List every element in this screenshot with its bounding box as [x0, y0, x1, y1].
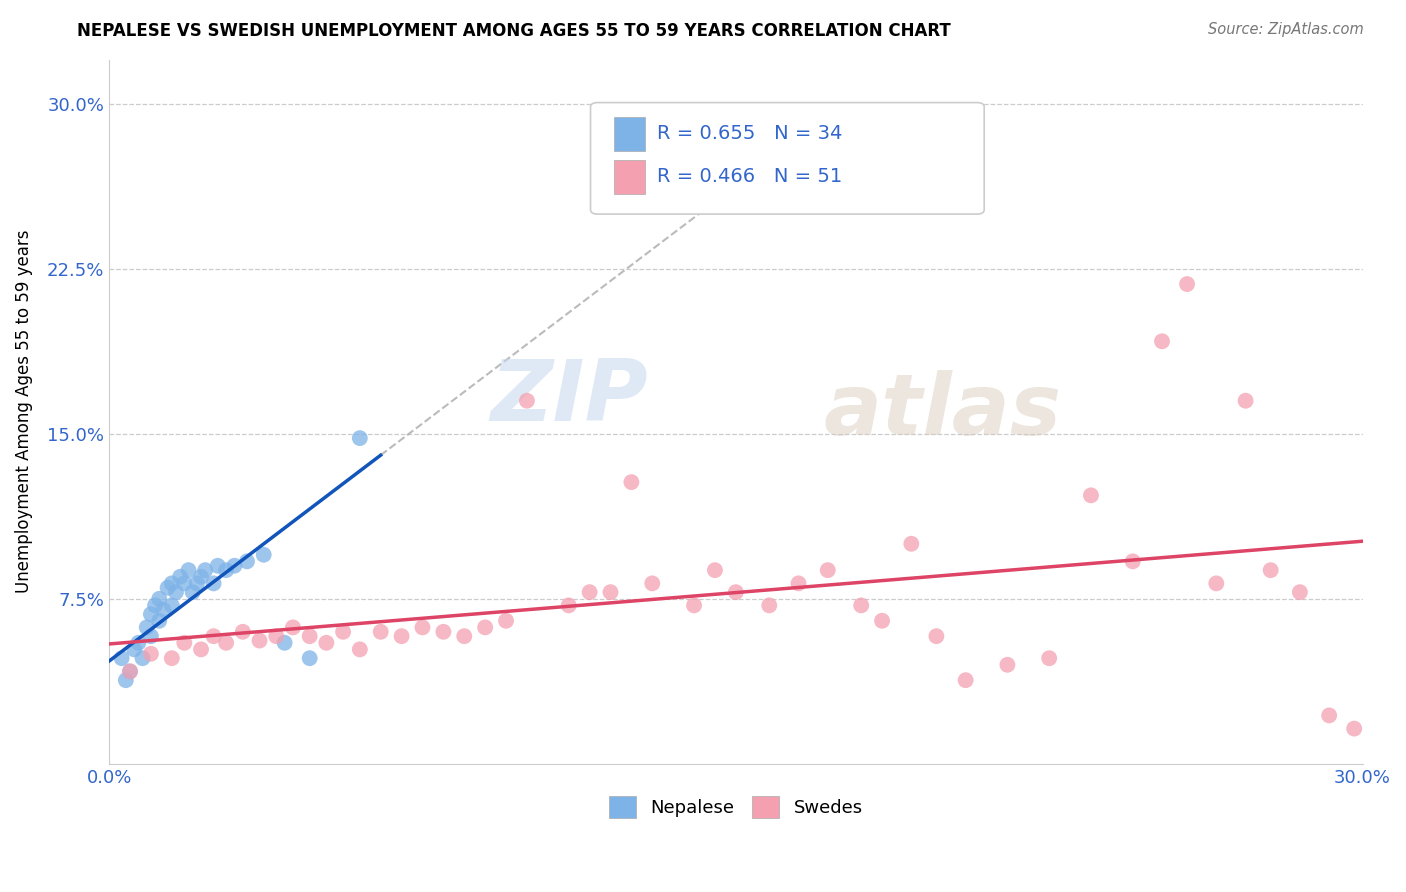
Point [139, 629, 162, 643]
Point [122, 642, 145, 657]
Point [127, 636, 149, 650]
Point [139, 647, 162, 661]
Point [453, 629, 475, 643]
Point [202, 576, 225, 591]
Text: ZIP: ZIP [491, 356, 648, 439]
Point [190, 570, 212, 584]
Point [253, 548, 276, 562]
Point [851, 599, 873, 613]
Point [349, 431, 371, 445]
Point [1234, 393, 1257, 408]
Point [1260, 563, 1282, 577]
Point [411, 620, 433, 634]
Point [432, 624, 454, 639]
Point [1122, 554, 1144, 568]
Point [495, 614, 517, 628]
Point [620, 475, 643, 490]
Point [332, 624, 354, 639]
Point [578, 585, 600, 599]
Point [181, 585, 204, 599]
Point [870, 614, 893, 628]
Point [955, 673, 977, 688]
Point [194, 563, 217, 577]
Point [139, 607, 162, 622]
Text: Source: ZipAtlas.com: Source: ZipAtlas.com [1208, 22, 1364, 37]
Point [186, 576, 208, 591]
Point [298, 629, 321, 643]
Point [1205, 576, 1227, 591]
Point [724, 585, 747, 599]
Point [641, 576, 664, 591]
Point [224, 558, 246, 573]
Point [349, 642, 371, 657]
Y-axis label: Unemployment Among Ages 55 to 59 years: Unemployment Among Ages 55 to 59 years [15, 230, 32, 593]
Point [281, 620, 304, 634]
Point [1317, 708, 1340, 723]
Point [207, 558, 229, 573]
Point [202, 629, 225, 643]
Point [787, 576, 810, 591]
Point [118, 665, 141, 679]
Point [298, 651, 321, 665]
Point [160, 651, 183, 665]
Point [1150, 334, 1173, 349]
Point [190, 642, 212, 657]
Point [135, 620, 157, 634]
Point [152, 603, 174, 617]
Point [315, 636, 337, 650]
Point [143, 599, 166, 613]
Text: R = 0.655   N = 34: R = 0.655 N = 34 [657, 124, 842, 144]
Point [925, 629, 948, 643]
Point [148, 614, 170, 628]
Point [1289, 585, 1312, 599]
Point [131, 651, 153, 665]
Point [169, 570, 191, 584]
Point [1175, 277, 1198, 291]
Point [1038, 651, 1060, 665]
Point [1080, 488, 1102, 502]
Text: atlas: atlas [824, 370, 1062, 453]
Point [115, 673, 138, 688]
Point [370, 624, 392, 639]
Point [997, 657, 1019, 672]
Point [1343, 722, 1365, 736]
Point [599, 585, 621, 599]
Point [156, 581, 179, 595]
Text: NEPALESE VS SWEDISH UNEMPLOYMENT AMONG AGES 55 TO 59 YEARS CORRELATION CHART: NEPALESE VS SWEDISH UNEMPLOYMENT AMONG A… [77, 22, 950, 40]
Point [236, 554, 259, 568]
Point [111, 651, 134, 665]
Point [683, 599, 706, 613]
Point [557, 599, 579, 613]
Point [177, 563, 200, 577]
Point [900, 537, 922, 551]
Point [474, 620, 496, 634]
Point [704, 563, 727, 577]
Point [160, 576, 183, 591]
Point [758, 599, 780, 613]
Point [173, 636, 195, 650]
Point [232, 624, 254, 639]
Point [160, 599, 183, 613]
Point [273, 636, 295, 650]
Text: R = 0.466   N = 51: R = 0.466 N = 51 [657, 167, 842, 186]
Point [391, 629, 413, 643]
Point [118, 665, 141, 679]
Point [683, 167, 706, 181]
Point [249, 633, 271, 648]
Point [173, 576, 195, 591]
Point [817, 563, 839, 577]
Point [516, 393, 538, 408]
Point [148, 591, 170, 606]
Legend: Nepalese, Swedes: Nepalese, Swedes [602, 789, 870, 825]
Point [165, 585, 187, 599]
Point [215, 563, 238, 577]
Point [215, 636, 238, 650]
Point [264, 629, 287, 643]
